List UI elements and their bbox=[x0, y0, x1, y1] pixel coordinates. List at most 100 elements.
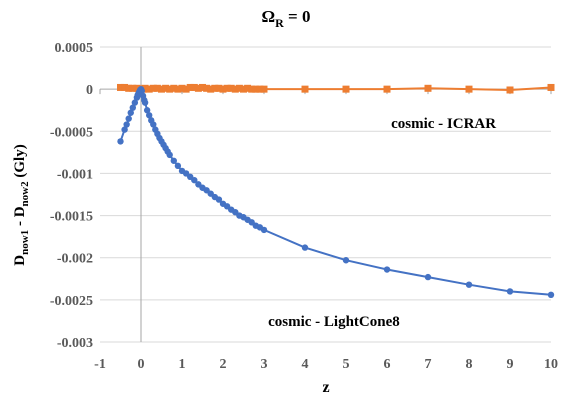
series-0-point-26 bbox=[215, 84, 223, 92]
series-0-point-17 bbox=[178, 84, 186, 92]
x-tick-label-9: 8 bbox=[466, 357, 473, 372]
series-0-point-23 bbox=[203, 84, 211, 92]
series-0 bbox=[117, 83, 555, 94]
x-tick-label-1: 0 bbox=[138, 357, 145, 372]
series-0-point-18 bbox=[182, 85, 190, 93]
y-axis-title-p1: D bbox=[12, 255, 28, 266]
series-0-point-10 bbox=[149, 84, 157, 92]
series-1-point-16 bbox=[141, 99, 149, 106]
series-0-point-22 bbox=[199, 83, 206, 91]
y-axis-title-p2: - D bbox=[12, 206, 28, 229]
series-1-point-18 bbox=[146, 112, 153, 119]
series-0-point-30 bbox=[231, 85, 239, 93]
series-0-point-42 bbox=[465, 85, 473, 93]
series-0-point-36 bbox=[256, 85, 264, 93]
series-1-point-51 bbox=[260, 226, 268, 234]
series-1-point-30 bbox=[174, 162, 182, 170]
series-0-point-39 bbox=[342, 85, 350, 93]
series-0-point-41 bbox=[424, 84, 432, 92]
chart-title-sub: R bbox=[275, 16, 284, 30]
series-1-point-53 bbox=[342, 257, 350, 264]
series-1-point-4 bbox=[127, 109, 134, 116]
x-axis-title: z bbox=[322, 379, 329, 396]
y-tick-label-2: -0.0005 bbox=[50, 125, 93, 140]
chart-title: ΩR = 0 bbox=[262, 7, 311, 30]
series-0-point-25 bbox=[211, 84, 219, 92]
x-tick-label-2: 1 bbox=[179, 357, 186, 372]
x-tick-label-8: 7 bbox=[425, 357, 432, 372]
series-0-point-14 bbox=[166, 85, 174, 93]
series-0-point-43 bbox=[506, 86, 514, 94]
series-1-point-34 bbox=[191, 176, 198, 184]
series-0-point-21 bbox=[194, 84, 202, 92]
series-0-point-2 bbox=[125, 84, 133, 92]
x-tick-label-0: -1 bbox=[94, 357, 106, 372]
annotation-lightcone8: cosmic - LightCone8 bbox=[268, 314, 400, 330]
series-0-point-12 bbox=[158, 85, 165, 93]
x-tick-label-11: 10 bbox=[544, 357, 558, 372]
y-tick-label-1: 0 bbox=[86, 83, 93, 98]
x-tick-label-3: 2 bbox=[220, 357, 227, 372]
series-0-point-40 bbox=[383, 85, 391, 93]
series-0-point-28 bbox=[223, 84, 231, 92]
chart-title-tail: = 0 bbox=[284, 7, 311, 26]
series-1-point-3 bbox=[125, 115, 132, 122]
y-tick-label-6: -0.0025 bbox=[50, 294, 93, 309]
series-0-point-38 bbox=[301, 85, 309, 93]
series-1-point-13 bbox=[138, 87, 146, 95]
series-0-point-3 bbox=[129, 84, 137, 92]
x-tick-label-7: 6 bbox=[384, 357, 391, 372]
series-0-point-31 bbox=[235, 84, 243, 92]
y-tick-label-3: -0.001 bbox=[57, 167, 93, 182]
y-axis-title-p2-sub: now2 bbox=[19, 181, 31, 207]
series-0-point-19 bbox=[186, 83, 194, 91]
x-tick-label-10: 9 bbox=[507, 357, 514, 372]
series-0-point-9 bbox=[145, 85, 153, 93]
y-tick-label-0: 0.0005 bbox=[55, 41, 94, 56]
y-tick-labels: 0.0005 0 -0.0005 -0.001 -0.0015 -0.002 -0.0025… bbox=[50, 41, 93, 351]
series-1-point-5 bbox=[129, 104, 136, 111]
y-tick-label-4: -0.0015 bbox=[50, 210, 93, 225]
series-0-point-24 bbox=[207, 85, 215, 93]
series-0-point-0 bbox=[117, 83, 124, 91]
series-0-point-44 bbox=[547, 83, 555, 91]
series-0-point-37 bbox=[260, 85, 268, 93]
series-1-point-0 bbox=[117, 138, 124, 145]
series-0-point-27 bbox=[219, 85, 227, 93]
series-0-point-35 bbox=[252, 85, 260, 93]
series-0-point-29 bbox=[227, 84, 235, 92]
series-1-point-55 bbox=[424, 273, 432, 281]
y-tick-label-5: -0.002 bbox=[57, 252, 93, 267]
series-0-point-1 bbox=[121, 83, 129, 91]
series-1-point-57 bbox=[506, 288, 514, 295]
series-1-point-58 bbox=[547, 291, 555, 298]
series-1 bbox=[117, 85, 555, 298]
series-0-point-8 bbox=[141, 84, 149, 92]
series-1-point-2 bbox=[123, 121, 130, 128]
y-axis-title: Dnow1 - Dnow2 (Gly) bbox=[12, 144, 31, 265]
series-0-point-33 bbox=[244, 84, 252, 92]
annotation-icrar: cosmic - ICRAR bbox=[391, 116, 496, 132]
series-0-point-13 bbox=[162, 84, 170, 92]
series-1-point-52 bbox=[301, 244, 309, 251]
series-1-point-29 bbox=[170, 157, 177, 164]
series-1-point-6 bbox=[131, 99, 139, 106]
series-0-point-16 bbox=[174, 85, 182, 93]
series-1-point-20 bbox=[150, 121, 157, 128]
series-0-point-20 bbox=[190, 83, 198, 91]
series-1-point-40 bbox=[215, 196, 223, 203]
series-layer bbox=[117, 83, 555, 298]
series-0-point-34 bbox=[248, 85, 256, 93]
y-tick-label-7: -0.003 bbox=[57, 336, 93, 351]
series-1-point-1 bbox=[121, 126, 128, 133]
x-tick-label-5: 4 bbox=[302, 357, 309, 372]
y-axis-title-p3: (Gly) bbox=[12, 144, 28, 181]
series-1-point-17 bbox=[143, 107, 151, 114]
series-1-point-28 bbox=[166, 151, 173, 159]
series-1-point-54 bbox=[383, 266, 391, 273]
gridlines bbox=[100, 46, 551, 343]
x-tick-label-6: 5 bbox=[343, 357, 350, 372]
series-0-point-11 bbox=[153, 84, 161, 92]
series-0-point-15 bbox=[170, 84, 178, 92]
